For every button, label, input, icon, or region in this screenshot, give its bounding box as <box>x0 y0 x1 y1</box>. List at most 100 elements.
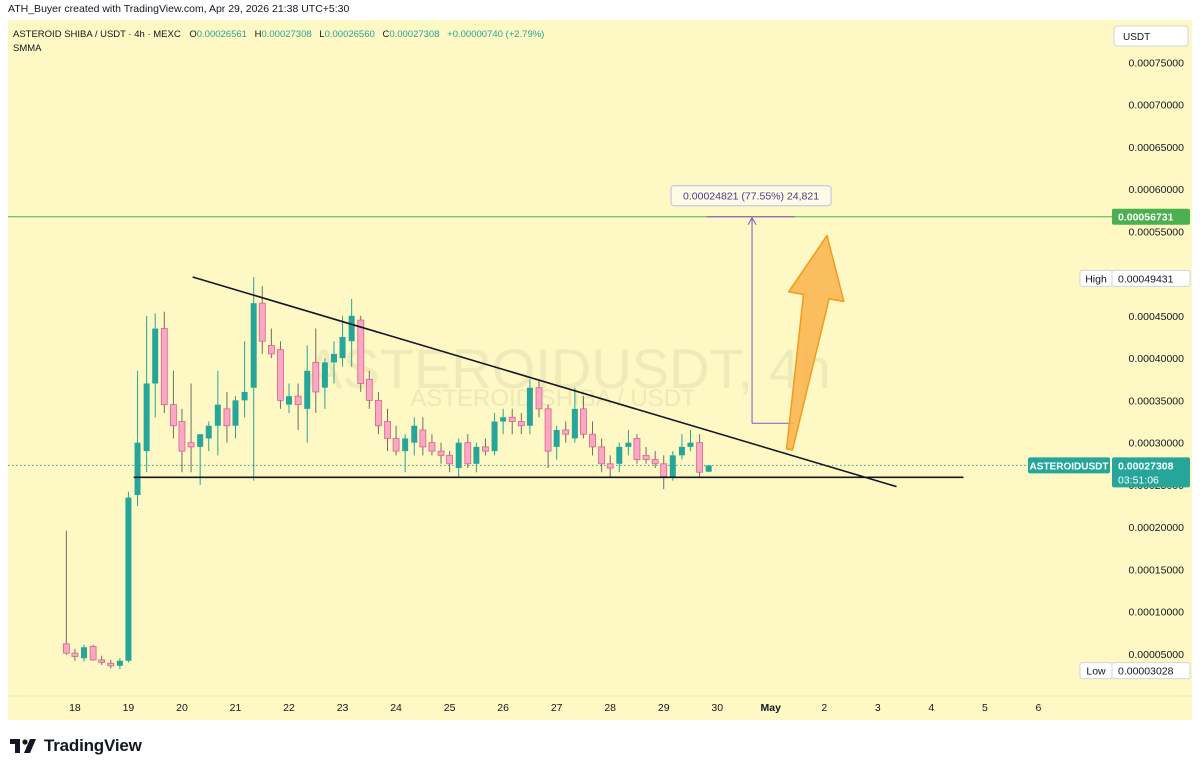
candle[interactable] <box>81 644 88 662</box>
candle[interactable] <box>687 429 694 452</box>
indicator-label[interactable]: SMMA <box>13 43 42 54</box>
candle[interactable] <box>116 658 123 670</box>
candle[interactable] <box>633 434 641 464</box>
candle[interactable] <box>696 434 703 477</box>
tradingview-brand[interactable]: TradingView <box>10 735 142 757</box>
candle[interactable] <box>241 341 248 418</box>
bullish-arrow[interactable] <box>785 234 845 451</box>
candle[interactable] <box>660 455 668 490</box>
measure-label-box <box>670 185 832 207</box>
open-value: 0.00026561 <box>197 29 247 40</box>
candle[interactable] <box>232 396 239 439</box>
candle[interactable] <box>160 311 168 414</box>
descending-trendline[interactable] <box>192 276 897 488</box>
candle-body-bullish <box>491 421 498 452</box>
candle[interactable] <box>616 442 623 473</box>
candle[interactable] <box>286 383 293 414</box>
candle[interactable] <box>651 451 659 469</box>
candle[interactable] <box>411 417 418 456</box>
candle[interactable] <box>267 328 275 359</box>
close-value: 0.00027308 <box>389 29 439 40</box>
candle[interactable] <box>705 465 712 472</box>
candlestick-chart[interactable]: ASTEROIDUSDT, 4h ASTEROID SHIBA / USDT 0… <box>8 20 1192 720</box>
candle[interactable] <box>464 434 472 469</box>
x-tick-label: 21 <box>230 702 242 714</box>
candle-body-bullish <box>616 446 623 464</box>
candle[interactable] <box>365 370 373 409</box>
candle-body-bullish <box>348 315 355 342</box>
candle[interactable] <box>526 379 533 435</box>
candle[interactable] <box>473 442 480 473</box>
candle[interactable] <box>517 413 525 435</box>
candle-body-bearish <box>267 345 275 355</box>
candle[interactable] <box>419 417 427 456</box>
chart-area[interactable]: ASTEROIDUSDT, 4h ASTEROID SHIBA / USDT 0… <box>8 20 1192 720</box>
candle[interactable] <box>197 434 204 485</box>
candle[interactable] <box>446 451 454 473</box>
candle-body-bullish <box>526 387 533 426</box>
candle[interactable] <box>62 530 70 655</box>
y-tick-label: 0.00060000 <box>1129 184 1185 196</box>
candle[interactable] <box>178 408 186 473</box>
candle[interactable] <box>71 648 79 661</box>
candle[interactable] <box>277 341 284 409</box>
candle[interactable] <box>330 341 337 384</box>
candle-body-bullish <box>143 383 150 452</box>
candle[interactable] <box>553 425 560 460</box>
candle[interactable] <box>250 276 257 481</box>
time-axis[interactable]: 18 19 20 21 22 23 24 25 26 27 28 29 30 May 2 3 4 5 6 <box>8 695 1192 714</box>
candle[interactable] <box>562 421 570 443</box>
price-axis[interactable]: 0.00005000 0.00010000 0.00015000 0.00020000… <box>1129 57 1185 661</box>
candle[interactable] <box>642 446 650 464</box>
candle[interactable] <box>535 379 543 418</box>
candle[interactable] <box>143 315 150 473</box>
candle[interactable] <box>223 391 231 443</box>
x-tick-label: 30 <box>711 702 723 714</box>
candle[interactable] <box>482 438 489 456</box>
candle[interactable] <box>500 408 507 435</box>
candle[interactable] <box>339 315 346 367</box>
candle[interactable] <box>428 434 436 456</box>
candle[interactable] <box>294 383 302 430</box>
candle[interactable] <box>598 438 606 473</box>
plot-background <box>8 20 1192 720</box>
candle[interactable] <box>312 328 320 414</box>
candle[interactable] <box>508 408 516 435</box>
candle[interactable] <box>321 358 328 409</box>
candle[interactable] <box>455 438 462 477</box>
candle-body-bearish <box>258 302 266 342</box>
candle[interactable] <box>625 429 632 456</box>
candle[interactable] <box>580 396 587 439</box>
candle[interactable] <box>384 408 391 452</box>
candle[interactable] <box>348 298 355 367</box>
currency-button[interactable]: USDT <box>1113 25 1189 47</box>
candle[interactable] <box>214 370 221 456</box>
candle[interactable] <box>606 455 614 477</box>
candle[interactable] <box>375 391 382 435</box>
candle[interactable] <box>669 451 676 481</box>
candle[interactable] <box>107 659 115 669</box>
candle[interactable] <box>491 413 498 456</box>
candle[interactable] <box>678 434 685 460</box>
candle[interactable] <box>544 404 552 469</box>
candle[interactable] <box>205 421 212 452</box>
candle[interactable] <box>402 434 409 473</box>
candle[interactable] <box>187 383 195 473</box>
candle-body-bearish <box>428 442 436 452</box>
candle[interactable] <box>589 421 596 456</box>
candle[interactable] <box>170 370 177 439</box>
price-range-measure[interactable]: 0.00024821 (77.55%) 24,821 <box>670 185 832 424</box>
candle[interactable] <box>134 370 141 507</box>
candle[interactable] <box>392 425 400 456</box>
candle[interactable] <box>437 442 445 464</box>
candle[interactable] <box>152 313 159 418</box>
candle[interactable] <box>304 345 311 443</box>
y-tick-label: 0.00065000 <box>1129 142 1185 154</box>
candle[interactable] <box>357 315 365 392</box>
candle[interactable] <box>125 491 132 663</box>
candle-body-bearish <box>535 387 543 410</box>
candle[interactable] <box>89 644 97 661</box>
candle[interactable] <box>571 387 578 443</box>
candle-body-bearish <box>223 408 231 427</box>
candle[interactable] <box>98 655 106 665</box>
